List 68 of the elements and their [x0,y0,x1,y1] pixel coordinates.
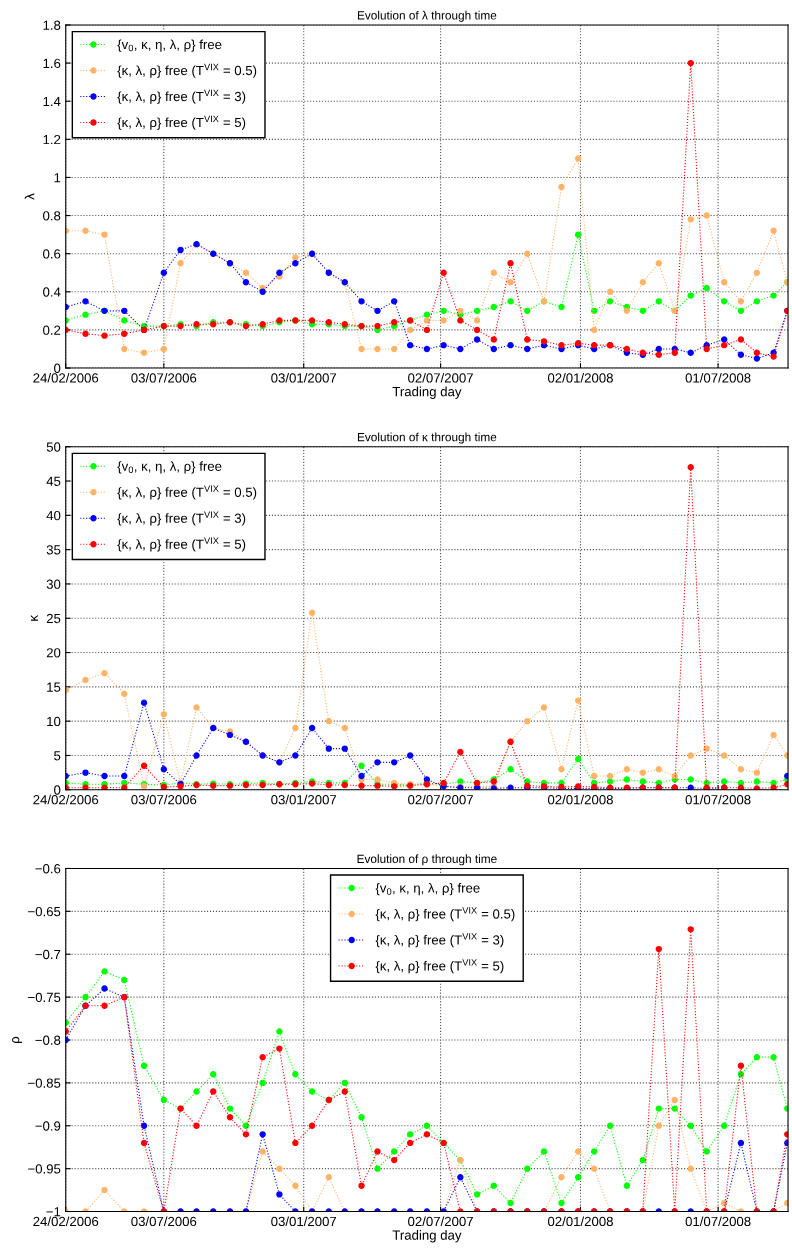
y-axis-title: λ [24,193,35,200]
x-tick-label: 02/07/2007 [408,794,473,805]
chart-title: Evolution of κ through time [357,432,497,444]
y-tick-label: 0 [54,363,61,373]
y-tick-label: 0.6 [43,249,61,259]
x-tick-label: 24/02/2006 [33,1216,99,1227]
y-tick-label: 1.6 [43,58,61,69]
x-tick-label: 01/07/2008 [685,794,751,805]
y-tick-label: 25 [46,613,61,624]
x-tick-label: 02/01/2008 [547,1216,613,1227]
y-axis-title: ρ [12,1036,22,1043]
legend-label: {κ, λ, ρ} free (T$^{VIX}$ = 0.5) [117,63,257,78]
x-axis-title: Trading day [392,386,462,399]
x-tick-label: 03/01/2007 [271,1216,337,1227]
y-tick-label: 15 [47,682,61,692]
y-tick-label: −0.9 [35,1121,61,1131]
y-tick-label: −0.8 [35,1035,61,1045]
y-tick-label: 10 [47,716,61,727]
x-tick-label: 02/07/2007 [408,1216,473,1227]
x-tick-label: 24/02/2006 [33,794,99,805]
chart-title: Evolution of ρ through time [357,854,497,866]
y-tick-label: 50 [46,442,61,452]
legend-label: {κ, λ, ρ} free (T$^{VIX}$ = 3) [117,511,246,526]
legend-label: {κ, λ, ρ} free (T$^{VIX}$ = 3) [117,89,246,104]
chart-title: Evolution of λ through time [357,10,497,22]
x-tick-label: 01/07/2008 [685,1216,751,1227]
y-tick-label: 1.8 [43,20,61,30]
x-tick-label: 03/07/2006 [131,794,197,805]
legend-label: {v$_{0}$, κ, η, λ, ρ} free [117,461,222,474]
legend-label: {κ, λ, ρ} free (T$^{VIX}$ = 5) [117,537,246,552]
y-tick-label: 5 [54,751,61,761]
legend-label: {v$_{0}$, κ, η, λ, ρ} free [375,882,480,896]
y-tick-label: 20 [46,648,61,658]
legend-label: {v$_{0}$, κ, η, λ, ρ} free [117,39,222,52]
y-tick-label: −1 [46,1207,61,1217]
y-tick-label: 0.8 [43,211,61,221]
y-tick-label: 35 [46,545,61,555]
legend-label: {κ, λ, ρ} free (T$^{VIX}$ = 5) [375,959,504,974]
y-tick-label: −0.6 [35,864,61,874]
legend-label: {κ, λ, ρ} free (T$^{VIX}$ = 0.5) [117,485,257,500]
y-tick-label: −0.95 [28,1164,61,1174]
x-axis-title: Trading day [392,1230,462,1243]
y-tick-label: −0.7 [35,949,61,960]
x-tick-label: 03/01/2007 [271,794,337,805]
y-tick-label: 45 [46,476,61,486]
x-tick-label: 02/01/2008 [547,794,613,805]
y-tick-label: −0.75 [28,992,61,1003]
y-tick-label: 0.4 [43,287,61,297]
y-tick-label: 0.2 [43,325,61,335]
x-tick-label: 01/07/2008 [685,372,751,383]
legend-label: {κ, λ, ρ} free (T$^{VIX}$ = 5) [117,115,246,130]
y-tick-label: 1 [54,173,61,183]
legend-label: {κ, λ, ρ} free (T$^{VIX}$ = 3) [375,933,504,948]
x-tick-label: 03/01/2007 [271,372,337,383]
y-tick-label: 1.2 [43,134,61,145]
x-tick-label: 24/02/2006 [33,372,99,383]
y-tick-label: 1.4 [43,96,61,106]
y-tick-label: 40 [46,510,61,521]
x-tick-label: 02/07/2007 [408,372,473,383]
y-tick-label: −0.85 [28,1078,61,1088]
y-tick-label: 0 [54,785,61,795]
y-tick-label: −0.65 [28,906,61,917]
legend-label: {κ, λ, ρ} free (T$^{VIX}$ = 0.5) [375,907,515,922]
x-tick-label: 03/07/2006 [131,1216,197,1227]
x-tick-label: 03/07/2006 [131,372,197,383]
y-axis-title: κ [30,614,38,621]
x-tick-label: 02/01/2008 [547,372,613,383]
y-tick-label: 30 [46,579,61,589]
